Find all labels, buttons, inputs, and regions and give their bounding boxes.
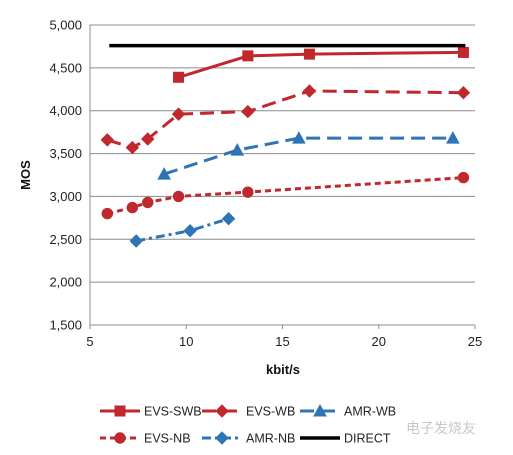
legend-item-evs-swb: EVS-SWB — [100, 405, 202, 419]
series-evs-wb — [100, 84, 471, 155]
y-tick-label: 2,000 — [49, 275, 82, 290]
x-tick-label: 5 — [86, 334, 93, 349]
legend-label: EVS-NB — [144, 432, 191, 446]
data-point-amr-wb — [157, 167, 171, 180]
x-tick-label: 25 — [468, 334, 482, 349]
series-lines — [100, 43, 471, 248]
legend-item-evs-wb: EVS-WB — [202, 404, 295, 419]
data-point-evs-nb — [172, 190, 185, 203]
legend-label: DIRECT — [344, 432, 391, 446]
legend-swatch-marker — [114, 432, 126, 444]
legend-swatch-marker — [114, 405, 126, 417]
y-tick-label: 4,000 — [49, 103, 82, 118]
data-point-evs-wb — [241, 104, 255, 119]
y-tick-label: 4,500 — [49, 60, 82, 75]
x-tick-label: 15 — [275, 334, 289, 349]
y-tick-label: 2,500 — [49, 232, 82, 247]
y-tick-label: 3,000 — [49, 189, 82, 204]
legend-label: AMR-NB — [246, 432, 295, 446]
legend-item-amr-nb: AMR-NB — [202, 431, 295, 446]
legend-item-direct: DIRECT — [300, 432, 391, 446]
data-point-evs-wb — [141, 132, 155, 146]
data-point-evs-nb — [126, 201, 139, 214]
data-point-evs-swb — [457, 46, 469, 58]
data-point-amr-nb — [221, 212, 236, 226]
data-point-evs-wb — [302, 84, 317, 98]
data-point-evs-swb — [173, 71, 185, 83]
data-point-evs-swb — [242, 50, 254, 62]
series-line-evs-swb — [178, 50, 464, 79]
legend-swatch-marker — [313, 403, 327, 417]
y-tick-label: 5,000 — [49, 18, 82, 33]
data-point-evs-wb — [100, 133, 115, 147]
data-point-amr-nb — [183, 224, 197, 238]
series-line-amr-wb — [163, 136, 453, 176]
x-tick-label: 10 — [179, 334, 193, 349]
series-evs-swb — [173, 46, 469, 83]
data-point-evs-nb — [142, 196, 154, 209]
data-point-amr-wb — [446, 131, 460, 144]
data-point-evs-wb — [125, 140, 140, 155]
data-point-evs-wb — [456, 86, 471, 100]
axes — [89, 25, 476, 329]
y-axis-title: MOS — [18, 160, 33, 190]
data-point-amr-wb — [230, 143, 245, 156]
legend-swatch-marker — [215, 431, 229, 445]
series-evs-nb — [101, 171, 470, 220]
legend-label: EVS-WB — [246, 405, 295, 419]
series-amr-nb — [129, 212, 236, 248]
series-amr-wb — [157, 131, 460, 180]
legend: EVS-SWB EVS-WB AMR-WB EVS-NB AMR-NB DIRECT — [100, 403, 396, 446]
y-tick-label: 1,500 — [49, 318, 82, 333]
data-point-amr-wb — [292, 131, 306, 144]
y-tick-labels: 1,500 2,000 2,500 3,000 3,500 4,000 4,500 5,000 — [49, 18, 82, 333]
data-point-evs-nb — [101, 207, 114, 220]
data-point-evs-nb — [242, 186, 254, 198]
legend-label: AMR-WB — [344, 405, 396, 419]
data-point-evs-nb — [457, 171, 470, 184]
watermark: 电子发烧友 — [406, 421, 476, 437]
data-point-evs-swb — [303, 48, 315, 60]
legend-swatch-marker — [215, 404, 229, 418]
x-tick-labels: 5 10 15 20 25 — [86, 334, 482, 349]
y-tick-label: 3,500 — [49, 146, 82, 161]
data-point-amr-nb — [129, 234, 143, 248]
data-point-evs-wb — [171, 107, 186, 121]
legend-item-amr-wb: AMR-WB — [300, 403, 396, 419]
legend-item-evs-nb: EVS-NB — [100, 432, 191, 446]
x-tick-label: 20 — [372, 334, 386, 349]
x-axis-title: kbit/s — [266, 362, 300, 377]
legend-label: EVS-SWB — [144, 405, 202, 419]
